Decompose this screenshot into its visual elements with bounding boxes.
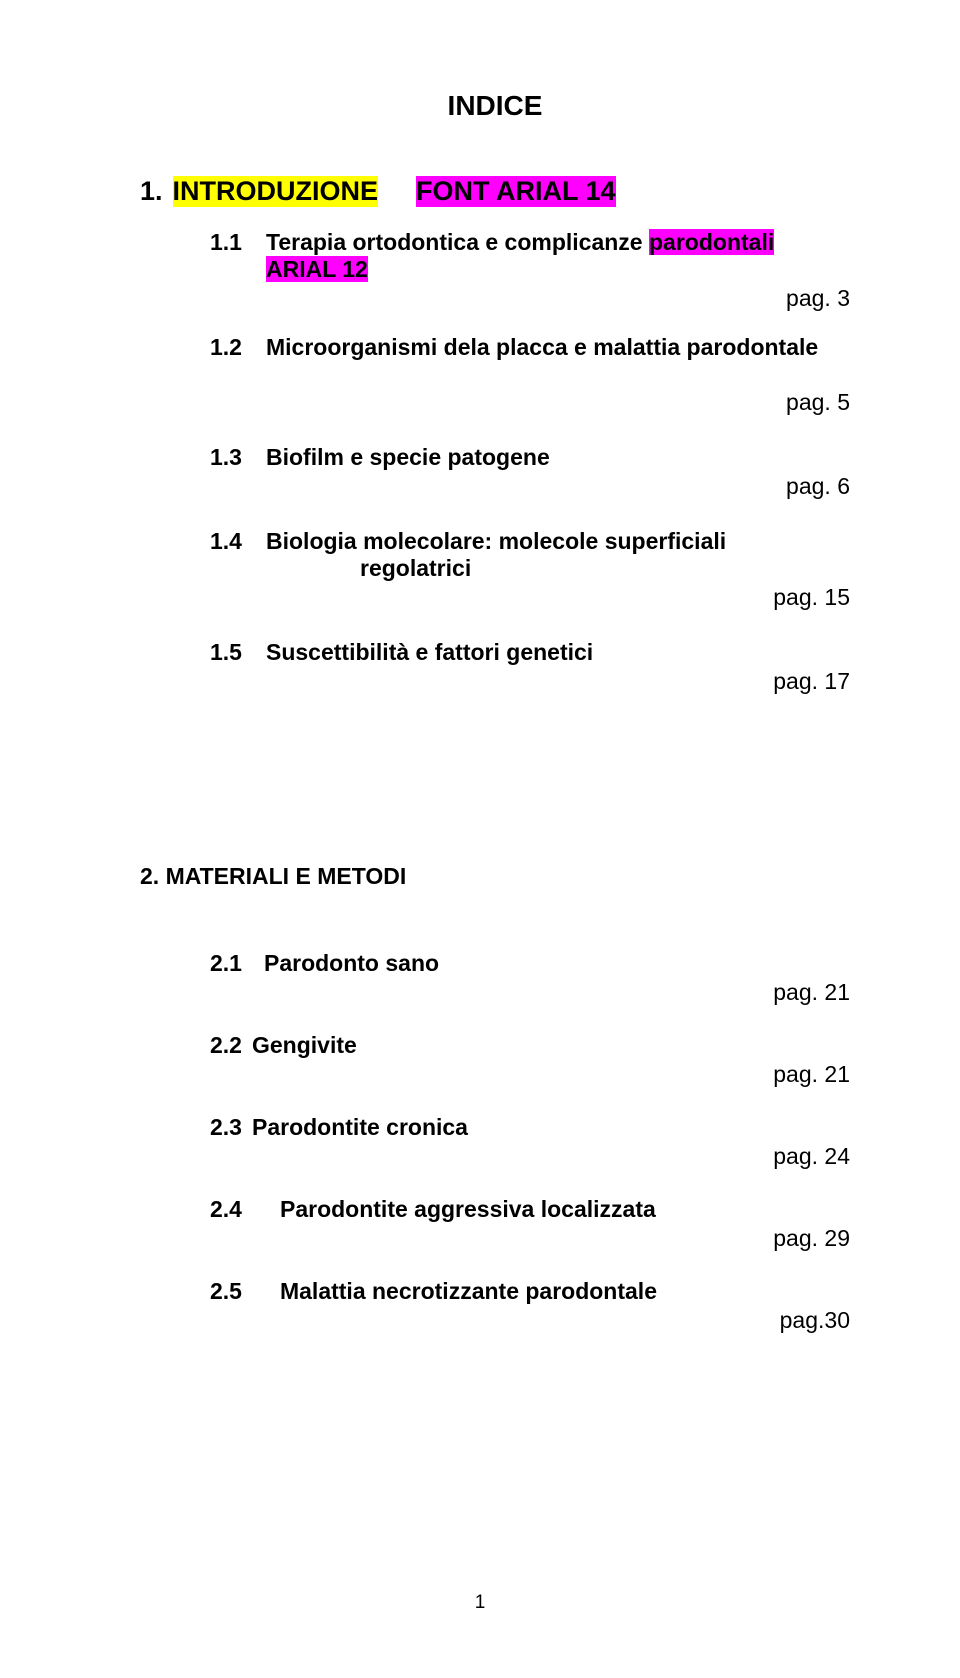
section-2-items: 2.1 Parodonto sano pag. 21 2.2 Gengivite… bbox=[210, 950, 850, 1334]
page-number: 1 bbox=[0, 1592, 960, 1614]
toc-item-number: 2.2 bbox=[210, 1032, 242, 1059]
toc-item-text: Parodontite cronica bbox=[252, 1114, 468, 1141]
toc-item-page: pag. 21 bbox=[210, 979, 850, 1006]
toc-item-page: pag. 3 bbox=[210, 285, 850, 312]
toc-item-text: Terapia ortodontica e complicanze parodo… bbox=[266, 229, 850, 283]
toc-item: 2.4 Parodontite aggressiva localizzata p… bbox=[210, 1196, 850, 1252]
document-title: INDICE bbox=[140, 90, 850, 122]
toc-item-text: Gengivite bbox=[252, 1032, 357, 1059]
toc-item-text: Microorganismi dela placca e malattia pa… bbox=[266, 334, 850, 361]
toc-item-text: Parodontite aggressiva localizzata bbox=[280, 1196, 656, 1223]
toc-item: 2.2 Gengivite pag. 21 bbox=[210, 1032, 850, 1088]
toc-item-text: Parodonto sano bbox=[264, 950, 439, 977]
toc-item-page: pag. 15 bbox=[210, 584, 850, 611]
toc-item-number: 1.4 bbox=[210, 528, 266, 555]
toc-item-page: pag. 29 bbox=[210, 1225, 850, 1252]
toc-item: 1.5 Suscettibilità e fattori genetici bbox=[210, 639, 850, 666]
toc-item-text: Biologia molecolare: molecole superficia… bbox=[266, 528, 850, 555]
toc-item-text-plain: Terapia ortodontica e complicanze bbox=[266, 229, 649, 255]
toc-item: 2.5 Malattia necrotizzante parodontale p… bbox=[210, 1278, 850, 1334]
toc-item-page: pag. 21 bbox=[210, 1061, 850, 1088]
toc-item: 1.3 Biofilm e specie patogene bbox=[210, 444, 850, 471]
toc-item-number: 2.5 bbox=[210, 1278, 242, 1305]
toc-item-number: 1.5 bbox=[210, 639, 266, 666]
toc-item-number: 2.1 bbox=[210, 950, 242, 977]
toc-item-page: pag. 17 bbox=[210, 668, 850, 695]
toc-item-page: pag. 6 bbox=[210, 473, 850, 500]
toc-item-page: pag.30 bbox=[210, 1307, 850, 1334]
toc-item-number: 2.4 bbox=[210, 1196, 242, 1223]
toc-item-text: Malattia necrotizzante parodontale bbox=[280, 1278, 657, 1305]
section-1-heading: 1. INTRODUZIONE FONT ARIAL 14 bbox=[140, 176, 850, 207]
section-2-heading: 2. MATERIALI E METODI bbox=[140, 863, 850, 890]
toc-item-number: 1.2 bbox=[210, 334, 266, 361]
toc-item-page: pag. 24 bbox=[210, 1143, 850, 1170]
toc-item-number: 1.1 bbox=[210, 229, 266, 256]
section-1-number: 1. bbox=[140, 176, 163, 207]
toc-item: 2.3 Parodontite cronica pag. 24 bbox=[210, 1114, 850, 1170]
toc-item: 1.2 Microorganismi dela placca e malatti… bbox=[210, 334, 850, 361]
toc-item-number: 2.3 bbox=[210, 1114, 242, 1141]
toc-item-number: 1.3 bbox=[210, 444, 266, 471]
toc-item-text: Suscettibilità e fattori genetici bbox=[266, 639, 850, 666]
toc-item: 1.1 Terapia ortodontica e complicanze pa… bbox=[210, 229, 850, 283]
toc-item-page: pag. 5 bbox=[210, 389, 850, 416]
toc-item-continuation: regolatrici bbox=[210, 555, 850, 582]
section-1-note: FONT ARIAL 14 bbox=[416, 176, 616, 207]
toc-item-text: Biofilm e specie patogene bbox=[266, 444, 850, 471]
section-1-label: INTRODUZIONE bbox=[173, 176, 379, 207]
toc-item: 2.1 Parodonto sano pag. 21 bbox=[210, 950, 850, 1006]
toc-item: 1.4 Biologia molecolare: molecole superf… bbox=[210, 528, 850, 555]
section-1-items: 1.1 Terapia ortodontica e complicanze pa… bbox=[210, 229, 850, 695]
